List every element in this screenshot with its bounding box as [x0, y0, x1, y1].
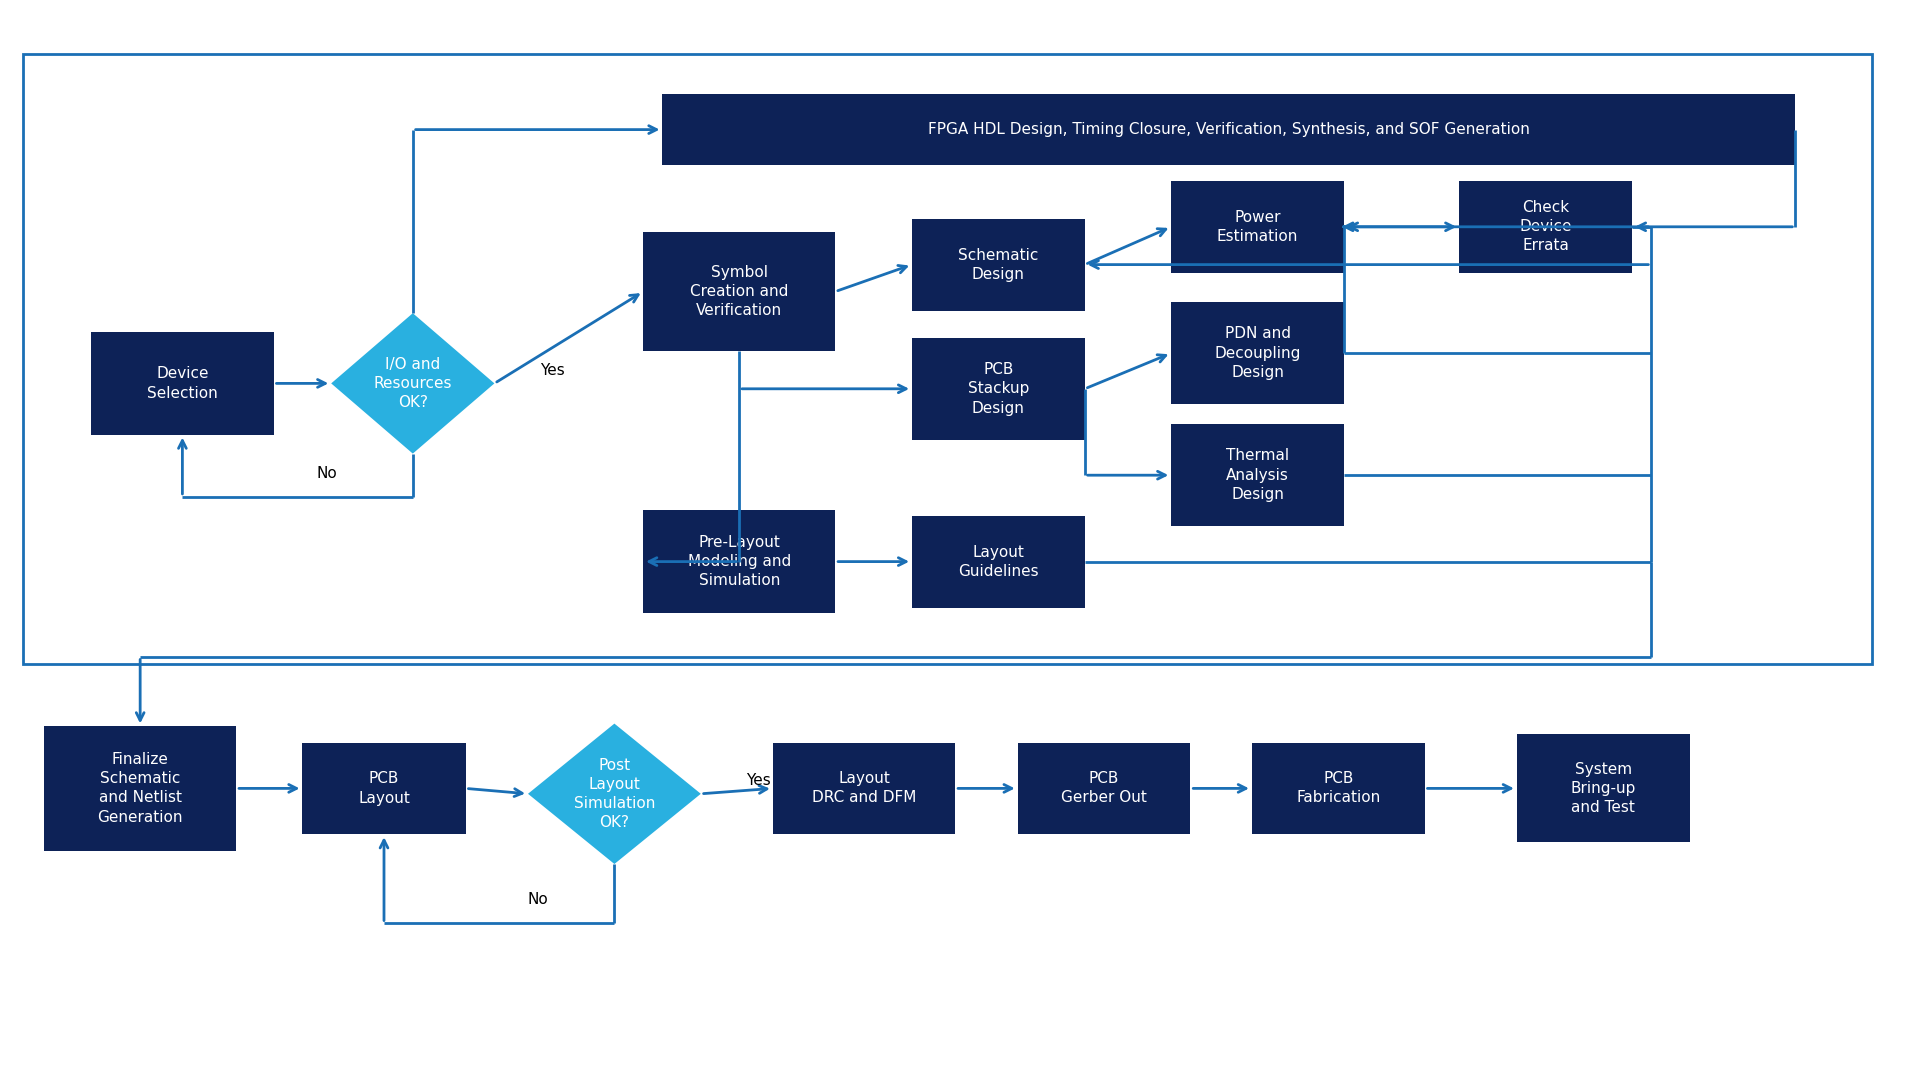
Polygon shape — [330, 313, 495, 454]
Text: PCB
Layout: PCB Layout — [357, 771, 411, 806]
FancyBboxPatch shape — [92, 333, 275, 434]
Text: Symbol
Creation and
Verification: Symbol Creation and Verification — [689, 265, 789, 319]
Text: PCB
Gerber Out: PCB Gerber Out — [1062, 771, 1146, 806]
Polygon shape — [528, 724, 701, 864]
FancyBboxPatch shape — [1171, 301, 1344, 404]
Text: Check
Device
Errata: Check Device Errata — [1519, 200, 1572, 254]
FancyBboxPatch shape — [1171, 180, 1344, 272]
Text: No: No — [317, 465, 336, 481]
Text: Yes: Yes — [747, 773, 770, 788]
Text: No: No — [528, 892, 547, 907]
Text: Device
Selection: Device Selection — [148, 366, 217, 401]
Text: Layout
DRC and DFM: Layout DRC and DFM — [812, 771, 916, 806]
Text: System
Bring-up
and Test: System Bring-up and Test — [1571, 761, 1636, 815]
Text: Yes: Yes — [540, 363, 564, 378]
Text: FPGA HDL Design, Timing Closure, Verification, Synthesis, and SOF Generation: FPGA HDL Design, Timing Closure, Verific… — [927, 122, 1530, 137]
FancyBboxPatch shape — [772, 743, 956, 834]
Text: PCB
Stackup
Design: PCB Stackup Design — [968, 362, 1029, 416]
Text: Schematic
Design: Schematic Design — [958, 247, 1039, 282]
Text: Post
Layout
Simulation
OK?: Post Layout Simulation OK? — [574, 757, 655, 831]
Text: Power
Estimation: Power Estimation — [1217, 210, 1298, 244]
FancyBboxPatch shape — [912, 218, 1085, 311]
FancyBboxPatch shape — [1171, 423, 1344, 526]
Text: Layout
Guidelines: Layout Guidelines — [958, 544, 1039, 579]
Text: PDN and
Decoupling
Design: PDN and Decoupling Design — [1215, 326, 1300, 380]
FancyBboxPatch shape — [301, 743, 465, 834]
FancyBboxPatch shape — [912, 516, 1085, 607]
FancyBboxPatch shape — [912, 337, 1085, 441]
Text: Finalize
Schematic
and Netlist
Generation: Finalize Schematic and Netlist Generatio… — [98, 752, 182, 825]
FancyBboxPatch shape — [1018, 743, 1190, 834]
FancyBboxPatch shape — [1252, 743, 1425, 834]
FancyBboxPatch shape — [662, 94, 1795, 164]
FancyBboxPatch shape — [1517, 734, 1690, 842]
FancyBboxPatch shape — [643, 232, 835, 351]
FancyBboxPatch shape — [1459, 180, 1632, 272]
Text: Pre-Layout
Modeling and
Simulation: Pre-Layout Modeling and Simulation — [687, 535, 791, 589]
Text: Thermal
Analysis
Design: Thermal Analysis Design — [1227, 448, 1288, 502]
Text: PCB
Fabrication: PCB Fabrication — [1296, 771, 1380, 806]
FancyBboxPatch shape — [643, 511, 835, 612]
FancyBboxPatch shape — [44, 726, 236, 851]
Text: I/O and
Resources
OK?: I/O and Resources OK? — [374, 356, 451, 410]
Bar — [23, 54, 1872, 664]
